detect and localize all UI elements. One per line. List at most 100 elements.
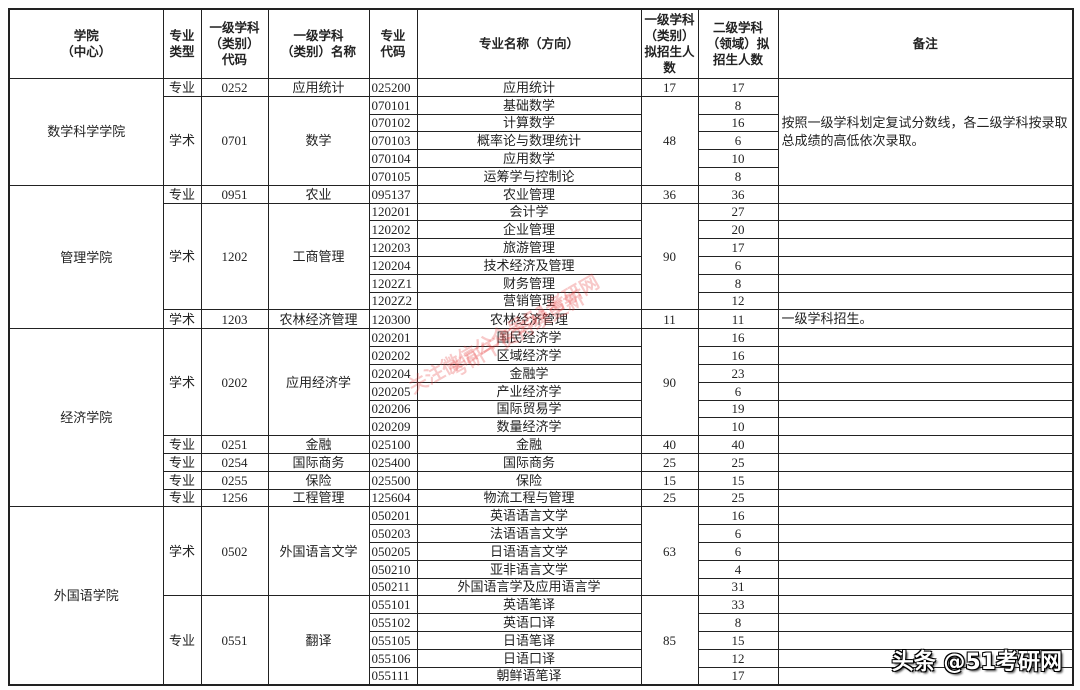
college-name: 经济学院 <box>8 328 164 508</box>
major-quota: 8 <box>697 95 779 115</box>
major-name: 技术经济及管理 <box>416 255 642 275</box>
major-name: 英语语言文学 <box>416 506 642 526</box>
remark <box>777 346 1074 365</box>
major-quota: 40 <box>697 435 779 454</box>
discipline-name: 翻译 <box>267 595 370 686</box>
major-type: 专业 <box>162 435 202 454</box>
column-header: 学院 （中心） <box>8 8 164 79</box>
major-name: 法语语言文学 <box>416 524 642 543</box>
major-code: 025200 <box>368 78 418 97</box>
major-code: 055111 <box>368 666 418 686</box>
major-quota: 16 <box>697 346 779 365</box>
major-quota: 16 <box>697 328 779 348</box>
column-header: 一级学科 （类别） 拟招生人 数 <box>640 8 699 79</box>
major-quota: 6 <box>697 131 779 151</box>
remark <box>777 559 1074 579</box>
major-name: 金融学 <box>416 363 642 383</box>
major-type: 学术 <box>162 95 202 186</box>
major-code: 070105 <box>368 166 418 186</box>
major-name: 应用数学 <box>416 149 642 168</box>
discipline-code: 1202 <box>200 202 269 311</box>
major-code: 095137 <box>368 184 418 204</box>
major-quota: 16 <box>697 113 779 133</box>
major-name: 区域经济学 <box>416 346 642 365</box>
table-row: 数学科学学院 专业 0252 应用统计 025200 应用统计 17 17 按照一级学科划定复试… <box>8 78 1074 186</box>
remark <box>777 488 1074 508</box>
major-name: 外国语言学及应用语言学 <box>416 577 642 597</box>
remark <box>777 202 1074 222</box>
remark: 一级学科招生。 <box>777 309 1074 330</box>
discipline-name: 农林经济管理 <box>267 309 370 330</box>
major-code: 025400 <box>368 452 418 472</box>
discipline-name: 工商管理 <box>267 202 370 311</box>
table-row: 050211 外国语言学及应用语言学 31 <box>9 577 1074 597</box>
major-quota: 10 <box>697 417 779 437</box>
major-code: 020205 <box>368 381 418 401</box>
major-name: 农林经济管理 <box>416 309 642 330</box>
discipline-total: 25 <box>640 488 699 508</box>
major-name: 保险 <box>416 470 642 490</box>
major-name: 应用统计 <box>416 78 642 97</box>
major-code: 050210 <box>368 559 418 579</box>
enrollment-table: 学院 （中心） 专业 类型 一级学科 （类别） 代码 一级学科 （类别）名称 专业 代码… <box>8 8 1074 686</box>
major-type: 专业 <box>162 595 202 686</box>
major-quota: 16 <box>697 506 779 526</box>
major-code: 070101 <box>368 95 418 115</box>
major-name: 物流工程与管理 <box>416 488 642 508</box>
major-quota: 8 <box>697 613 779 632</box>
discipline-code: 0254 <box>200 452 269 472</box>
column-header: 专业名称（方向） <box>416 8 642 79</box>
major-type: 专业 <box>162 470 202 490</box>
discipline-code: 1203 <box>200 309 269 330</box>
table-row: 050210 亚非语言文学 4 <box>9 559 1074 579</box>
major-code: 125604 <box>368 488 418 508</box>
major-name: 计算数学 <box>416 113 642 133</box>
remark <box>777 541 1074 561</box>
table-row: 055111 朝鲜语笔译 17 <box>9 666 1074 686</box>
major-code: 055101 <box>368 595 418 615</box>
discipline-name: 应用经济学 <box>267 328 370 437</box>
college-name: 管理学院 <box>8 184 164 330</box>
remark <box>777 255 1074 275</box>
discipline-total: 40 <box>640 435 699 454</box>
major-quota: 25 <box>697 488 779 508</box>
major-quota: 25 <box>697 452 779 472</box>
major-code: 055105 <box>368 630 418 650</box>
major-name: 朝鲜语笔译 <box>416 666 642 686</box>
major-quota: 17 <box>697 238 779 257</box>
major-quota: 19 <box>697 399 779 419</box>
table-row: 专业 0551 翻译 055101 英语笔译 85 33 <box>9 595 1074 686</box>
major-name: 运筹学与控制论 <box>416 166 642 186</box>
remark <box>777 328 1074 348</box>
table-row: 管理学院 专业 0951 农业 095137 农业管理 36 36 <box>8 184 1074 330</box>
table-row: 020206 国际贸易学 19 <box>9 399 1074 419</box>
major-type: 学术 <box>162 202 202 311</box>
table-row: 020205 产业经济学 6 <box>9 381 1074 401</box>
major-code: 020201 <box>368 328 418 348</box>
major-name: 国民经济学 <box>416 328 642 348</box>
discipline-name: 数学 <box>267 95 370 186</box>
remark <box>777 524 1074 543</box>
discipline-code: 0701 <box>200 95 269 186</box>
remark <box>777 666 1074 686</box>
major-type: 学术 <box>162 309 202 330</box>
major-code: 050211 <box>368 577 418 597</box>
remark <box>777 595 1074 615</box>
major-name: 英语笔译 <box>416 595 642 615</box>
table-row: 专业 1256 工程管理 125604 物流工程与管理 25 25 <box>9 488 1074 508</box>
major-code: 055106 <box>368 648 418 668</box>
remark <box>777 220 1074 240</box>
remark <box>777 381 1074 401</box>
major-code: 070104 <box>368 149 418 168</box>
major-code: 025500 <box>368 470 418 490</box>
discipline-code: 0551 <box>200 595 269 686</box>
major-code: 020202 <box>368 346 418 365</box>
major-name: 基础数学 <box>416 95 642 115</box>
major-quota: 23 <box>697 363 779 383</box>
major-quota: 11 <box>697 309 779 330</box>
discipline-total: 85 <box>640 595 699 686</box>
column-header: 专业 代码 <box>368 8 418 79</box>
table-row: 070104 应用数学 10 <box>9 149 1073 168</box>
major-code: 120201 <box>368 202 418 222</box>
discipline-code: 1256 <box>200 488 269 508</box>
